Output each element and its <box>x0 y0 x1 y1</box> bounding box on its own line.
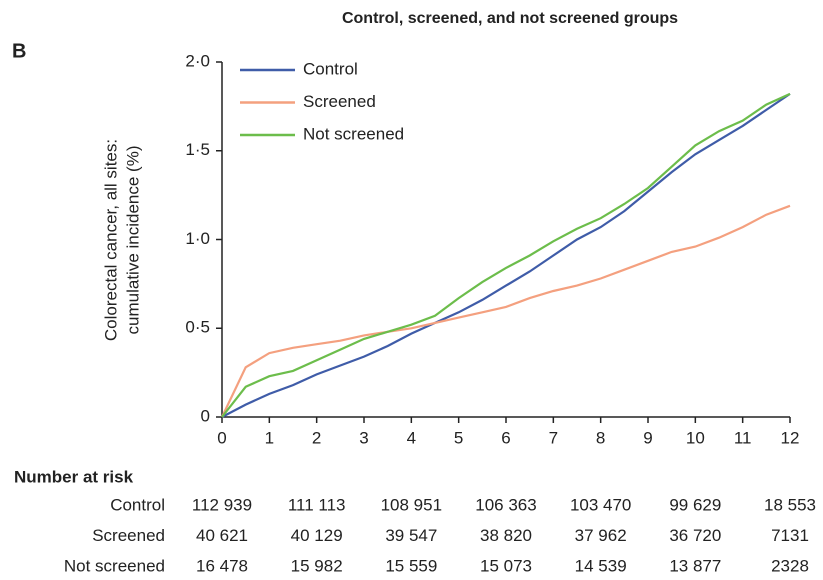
x-tick-label: 0 <box>217 428 226 447</box>
y-axis-label: Colorectal cancer, all sites: cumulative… <box>101 139 142 341</box>
risk-value: 112 939 <box>192 495 252 514</box>
x-tick-label: 5 <box>454 428 463 447</box>
x-tick-label: 6 <box>501 428 510 447</box>
risk-value: 15 073 <box>480 556 532 575</box>
panel-label: B <box>12 40 26 62</box>
risk-value: 37 962 <box>575 526 627 545</box>
y-tick-label: 0·5 <box>185 318 210 337</box>
x-tick-label: 1 <box>265 428 274 447</box>
series-line <box>221 204 791 418</box>
risk-value: 15 982 <box>291 556 343 575</box>
risk-table-title: Number at risk <box>14 467 134 486</box>
risk-value: 38 820 <box>480 526 532 545</box>
legend-label: Screened <box>303 92 376 111</box>
y-tick-label: 0 <box>201 406 210 425</box>
y-tick-label: 2·0 <box>185 51 210 70</box>
risk-value: 106 363 <box>475 495 536 514</box>
risk-value: 7131 <box>771 526 809 545</box>
series-line <box>221 92 791 418</box>
x-tick-label: 3 <box>359 428 368 447</box>
x-tick-label: 4 <box>407 428 416 447</box>
risk-value: 40 129 <box>291 526 343 545</box>
y-axis-label-line: cumulative incidence (%) <box>123 146 142 335</box>
series-line <box>221 92 791 418</box>
risk-value: 15 559 <box>385 556 437 575</box>
risk-row-label: Not screened <box>64 556 165 575</box>
risk-value: 2328 <box>771 556 809 575</box>
legend-label: Not screened <box>303 124 404 143</box>
y-axis-label-line: Colorectal cancer, all sites: <box>101 139 120 341</box>
x-tick-label: 7 <box>549 428 558 447</box>
risk-value: 13 877 <box>669 556 721 575</box>
risk-row-label: Control <box>110 495 165 514</box>
x-tick-label: 10 <box>686 428 705 447</box>
x-tick-label: 9 <box>643 428 652 447</box>
risk-value: 40 621 <box>196 526 248 545</box>
risk-value: 111 113 <box>288 495 346 514</box>
chart-title: Control, screened, and not screened grou… <box>342 10 678 27</box>
risk-value: 103 470 <box>570 495 631 514</box>
y-tick-label: 1·0 <box>185 229 210 248</box>
risk-row-label: Screened <box>92 526 165 545</box>
risk-value: 108 951 <box>381 495 442 514</box>
legend-label: Control <box>303 59 358 78</box>
risk-value: 14 539 <box>575 556 627 575</box>
risk-value: 18 553 <box>764 495 816 514</box>
x-tick-label: 8 <box>596 428 605 447</box>
x-tick-label: 2 <box>312 428 321 447</box>
x-tick-label: 12 <box>781 428 800 447</box>
y-tick-label: 1·5 <box>185 140 210 159</box>
risk-value: 39 547 <box>385 526 437 545</box>
risk-value: 36 720 <box>669 526 721 545</box>
x-tick-label: 11 <box>734 428 752 447</box>
risk-value: 99 629 <box>669 495 721 514</box>
risk-value: 16 478 <box>196 556 248 575</box>
